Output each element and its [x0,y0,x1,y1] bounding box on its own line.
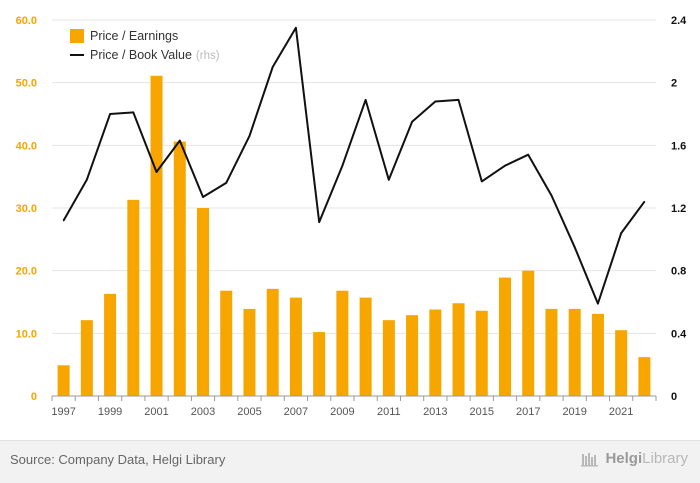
pbv-point [202,196,204,198]
pe-bar [522,270,535,396]
pe-bars [57,75,651,397]
legend-label-pe: Price / Earnings [90,29,178,43]
pbv-point [132,111,135,114]
y-left-tick-label: 20.0 [16,266,37,278]
gridlines [52,19,656,334]
x-tick-label: 1997 [51,406,75,418]
legend-swatch-pe [70,29,84,43]
y-right-tick-label: 1.2 [671,203,686,215]
legend: Price / Earnings Price / Book Value (rhs) [70,29,220,62]
pe-bar [150,75,163,397]
pbv-point [86,179,88,181]
x-tick-label: 1999 [98,406,122,418]
legend-label-pbv: Price / Book Value (rhs) [90,48,220,62]
y-left-tick-label: 40.0 [16,140,37,152]
pe-bar [243,308,256,396]
pbv-point [62,219,65,222]
pe-bar [266,288,279,396]
pbv-point [271,66,274,68]
pe-bar [127,199,140,396]
x-tick-label: 2021 [609,406,633,418]
y-right-tick-label: 2 [671,78,677,90]
chart-svg: 0 10.0 20.0 30.0 40.0 50.0 60.0 0 0.4 0.8 1.2 1.6 2 2… [16,15,688,418]
x-tick-label: 2009 [330,406,354,418]
x-tick-label: 2015 [470,406,494,418]
pbv-point [178,139,181,142]
pe-bar [499,277,511,396]
pbv-point [527,153,530,156]
pbv-line [62,26,646,305]
y-left-tick-label: 60.0 [16,15,37,27]
pe-bar [220,290,233,396]
pe-bar [197,208,209,396]
legend-label-pbv-suffix: (rhs) [196,50,220,62]
pbv-point [457,99,460,101]
pbv-point [364,99,367,101]
pbv-point [155,171,158,173]
brand-suffix: Library [642,450,688,467]
library-icon [581,452,599,466]
pe-bar [475,310,488,396]
pe-bar [568,308,581,396]
x-tick-label: 2017 [516,406,540,418]
x-tick-label: 2011 [377,406,401,418]
pe-bar [57,365,70,396]
x-tick-label: 2005 [237,406,261,418]
pe-bar [382,320,395,396]
y-left-tick-label: 50.0 [16,78,37,90]
pe-bar [591,313,604,396]
y-right-tick-label: 0.8 [671,266,686,278]
pe-bar [104,293,117,396]
pe-bar [336,290,349,396]
pbv-point [318,221,320,223]
footer: Source: Company Data, Helgi Library Helg… [0,440,700,483]
y-right-tick-label: 0.4 [671,328,687,340]
pbv-point [597,302,599,305]
helgi-library-logo: Helgi Library [581,450,688,467]
pbv-point [504,164,506,167]
pbv-point [573,246,576,248]
pe-bar [429,309,442,396]
x-tick-label: 2007 [284,406,308,418]
chart-area: 0 10.0 20.0 30.0 40.0 50.0 60.0 0 0.4 0.8 1.2 1.6 2 2… [16,15,688,418]
axes: 0 10.0 20.0 30.0 40.0 50.0 60.0 0 0.4 0.8 1.2 1.6 2 2… [16,15,688,418]
pe-bar [638,357,651,396]
y-left-tick-label: 10.0 [16,328,37,340]
pe-bar [313,332,326,396]
source-note: Source: Company Data, Helgi Library [10,452,226,467]
pbv-point [388,179,390,181]
pbv-point [643,200,646,203]
pbv-point [109,113,111,115]
pbv-point [434,100,437,103]
y-right-tick-label: 1.6 [671,140,686,152]
pe-bar [406,315,419,396]
x-tick-label: 2003 [191,406,215,418]
pbv-point [341,164,344,167]
y-right-tick-label: 0 [671,391,677,403]
legend-label-pbv-name: Price / Book Value [90,48,192,62]
pbv-point [480,180,483,183]
pbv-point [550,194,553,197]
pe-bar [80,320,93,396]
pbv-point [411,121,413,123]
y-left-tick-label: 0 [31,391,37,403]
pe-bar [615,330,628,396]
x-tick-label: 2013 [423,406,447,418]
pe-bar [359,297,372,396]
x-tick-label: 2019 [562,406,586,418]
pbv-point [225,182,228,184]
brand-prefix: Helgi [605,450,643,467]
pe-bar [452,303,465,396]
pe-bar [289,297,302,396]
y-right-tick-label: 2.4 [671,15,687,27]
pbv-series-line [62,26,646,305]
pe-bar [173,141,186,396]
y-left-tick-label: 30.0 [16,203,37,215]
pbv-point [295,27,297,29]
x-tick-label: 2001 [144,406,168,418]
pbv-point [620,232,622,234]
pbv-point [248,135,251,137]
pe-bar [545,308,558,396]
